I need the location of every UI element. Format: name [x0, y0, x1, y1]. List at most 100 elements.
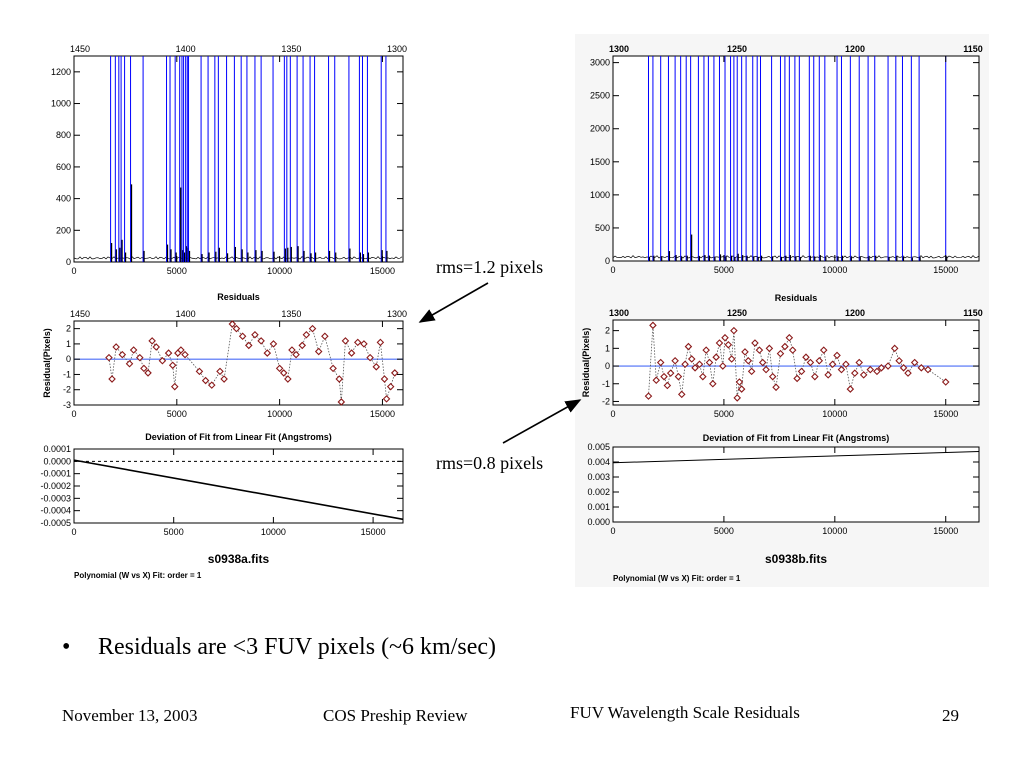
residual-point-a: [279, 369, 288, 377]
residual-point-b: [671, 356, 679, 365]
residual-point-a: [337, 398, 346, 406]
deviation-fit-line-a: [73, 459, 404, 521]
x-tick-label-spectrum-b: 10000: [822, 265, 847, 275]
x-tick-label-residuals-a: 5000: [167, 409, 187, 419]
top-axis-label-residuals-a: 1300: [387, 309, 407, 319]
top-axis-label-spectrum-b: 1300: [609, 44, 629, 54]
x-tick-label-spectrum-a: 15000: [370, 266, 395, 276]
residual-point-b: [684, 342, 693, 351]
top-axis-label-spectrum-a: 1400: [176, 44, 196, 54]
residual-point-a: [269, 340, 278, 348]
residual-point-b: [824, 371, 832, 379]
x-tick-label-residuals-a: 10000: [267, 409, 292, 419]
residual-point-a: [152, 343, 161, 351]
residuals-title-b: Deviation of Fit from Linear Fit (Angstr…: [703, 433, 890, 443]
residual-point-a: [125, 359, 134, 368]
y-tick-label-spectrum-b: 0: [605, 256, 610, 266]
residual-point-a: [148, 337, 156, 345]
y-tick-label-deviation-b: 0.002: [587, 487, 610, 497]
y-tick-label-spectrum-a: 600: [56, 162, 71, 172]
x-tick-label-residuals-b: 10000: [822, 409, 847, 419]
fit-caption-a: Polynomial (W vs X) Fit: order = 1: [74, 571, 202, 580]
y-tick-label-deviation-a: -0.0002: [40, 481, 71, 491]
residual-point-b: [788, 346, 797, 354]
y-tick-label-residuals-b: 0: [605, 361, 610, 371]
residual-point-a: [168, 361, 177, 370]
residual-point-a: [245, 341, 253, 350]
residual-point-b: [884, 362, 892, 370]
residual-point-b: [741, 348, 749, 356]
y-tick-label-spectrum-b: 2500: [590, 91, 610, 101]
residual-point-b: [744, 356, 753, 365]
residual-point-b: [776, 349, 785, 358]
rms-label-b: rms=0.8 pixels: [436, 453, 544, 473]
residual-point-b: [691, 364, 699, 372]
residual-point-b: [652, 376, 661, 384]
arrow-to-residuals-b: [502, 399, 582, 444]
residual-point-a: [207, 381, 216, 389]
residual-point-b: [747, 367, 756, 376]
residual-point-a: [366, 353, 374, 362]
residual-point-b: [715, 339, 724, 347]
x-tick-label-residuals-b: 5000: [714, 409, 734, 419]
residual-point-b: [656, 358, 665, 367]
residuals-ylabel-a: Residual(Pixels): [42, 328, 52, 398]
residual-point-a: [292, 350, 300, 359]
x-tick-label-spectrum-a: 0: [71, 266, 76, 276]
y-tick-label-spectrum-a: 1200: [51, 67, 71, 77]
file-name-b: s0938b.fits: [765, 552, 827, 566]
residual-point-a: [390, 369, 399, 377]
residual-point-b: [644, 392, 653, 400]
residual-point-a: [288, 346, 296, 354]
top-axis-label-residuals-b: 1300: [609, 308, 629, 318]
residual-point-b: [695, 360, 704, 369]
residual-point-b: [842, 360, 850, 369]
arrow-to-residuals-a: [418, 282, 489, 323]
y-tick-label-deviation-a: -0.0001: [40, 469, 71, 479]
y-tick-label-residuals-b: 1: [605, 343, 610, 353]
residual-point-b: [819, 346, 828, 354]
top-axis-label-spectrum-a: 1450: [70, 44, 90, 54]
residual-point-b: [941, 378, 950, 386]
x-tick-label-residuals-b: 0: [610, 409, 615, 419]
residual-point-a: [376, 338, 385, 347]
top-axis-label-residuals-b: 1200: [845, 308, 865, 318]
y-tick-label-deviation-b: 0.001: [587, 502, 610, 512]
residual-point-a: [308, 324, 317, 333]
residual-point-b: [649, 321, 657, 330]
rms-label-a: rms=1.2 pixels: [436, 257, 544, 277]
y-tick-label-spectrum-a: 0: [66, 257, 71, 267]
spectrum-frame-b: [612, 55, 980, 262]
residual-point-b: [712, 353, 720, 361]
x-tick-label-spectrum-a: 10000: [267, 266, 292, 276]
y-tick-label-deviation-b: 0.004: [587, 457, 610, 467]
residual-point-b: [833, 351, 841, 360]
residual-point-a: [158, 356, 167, 365]
y-tick-label-spectrum-b: 3000: [590, 58, 610, 68]
residual-point-b: [785, 333, 794, 342]
residual-point-b: [733, 394, 741, 402]
residual-point-b: [660, 372, 668, 381]
residual-point-b: [709, 379, 717, 388]
residual-point-a: [164, 349, 173, 357]
y-tick-label-deviation-a: -0.0004: [40, 506, 71, 516]
x-tick-label-deviation-a: 15000: [361, 527, 386, 537]
top-axis-label-spectrum-a: 1350: [281, 44, 301, 54]
x-tick-label-deviation-a: 5000: [164, 527, 184, 537]
residual-point-a: [360, 340, 368, 348]
residual-point-b: [797, 367, 806, 376]
x-tick-label-deviation-b: 10000: [822, 526, 847, 536]
residual-point-b: [802, 353, 810, 361]
y-tick-label-residuals-b: -2: [602, 396, 610, 406]
residual-point-b: [781, 342, 789, 351]
x-tick-label-residuals-b: 15000: [933, 409, 958, 419]
residual-point-b: [721, 333, 729, 342]
y-tick-label-deviation-b: 0.000: [587, 517, 610, 527]
residual-point-b: [737, 385, 746, 393]
residual-point-a: [201, 376, 210, 385]
residual-point-b: [806, 358, 815, 367]
residual-point-a: [220, 375, 228, 383]
y-tick-label-spectrum-b: 2000: [590, 124, 610, 134]
